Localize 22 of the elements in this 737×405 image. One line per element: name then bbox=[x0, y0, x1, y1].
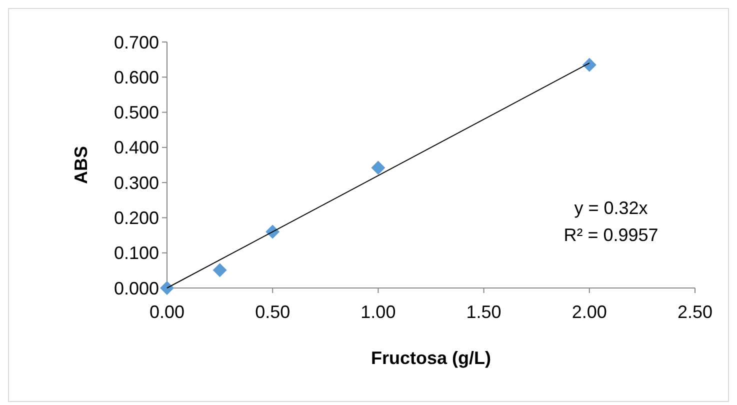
y-tick-label: 0.400 bbox=[114, 138, 159, 158]
x-tick-label: 2.50 bbox=[677, 302, 713, 322]
y-tick-label: 0.500 bbox=[114, 102, 159, 123]
point bbox=[371, 160, 386, 175]
x-tick-label: 1.00 bbox=[360, 302, 396, 322]
y-axis-title: ABS bbox=[71, 146, 91, 184]
annotation: y = 0.32x bbox=[574, 198, 648, 218]
x-tick-label: 0.50 bbox=[255, 302, 290, 322]
x-tick-label: 0.00 bbox=[149, 302, 185, 322]
x-tick-label: 2.00 bbox=[572, 302, 607, 322]
y-tick-label: 0.100 bbox=[114, 243, 159, 264]
y-tick-label: 0.300 bbox=[114, 172, 159, 193]
x-tick-label: 1.50 bbox=[466, 302, 502, 322]
y-tick-label: 0.200 bbox=[114, 208, 159, 228]
annotation: R² = 0.9957 bbox=[564, 225, 658, 245]
y-tick-label: 0.000 bbox=[114, 278, 159, 298]
y-tick-label: 0.700 bbox=[114, 32, 159, 52]
y-tick-label: 0.600 bbox=[114, 67, 159, 88]
x-axis-title: Fructosa (g/L) bbox=[371, 348, 492, 368]
point bbox=[212, 263, 227, 278]
point bbox=[160, 281, 174, 295]
point bbox=[582, 58, 596, 72]
